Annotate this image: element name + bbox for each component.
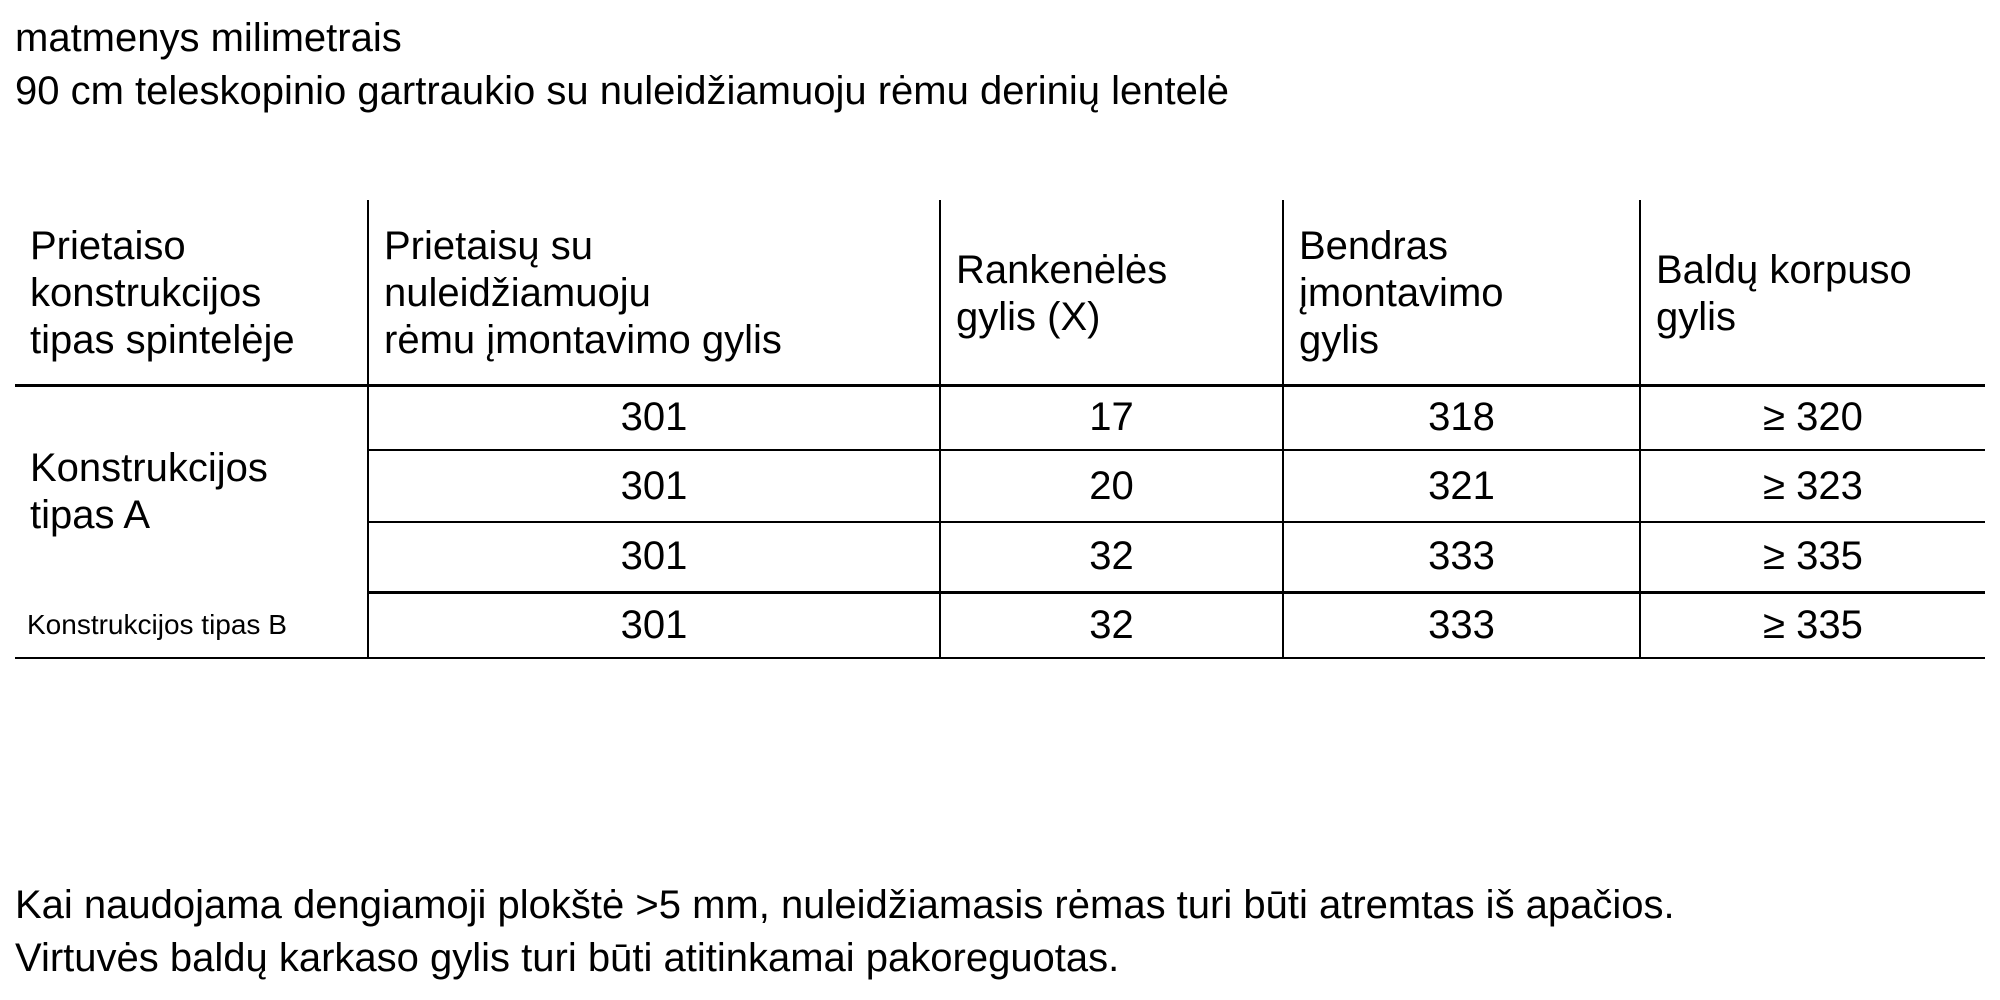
header-line: nuleidžiamuoju [384, 271, 651, 316]
header-line: gylis [1299, 318, 1380, 363]
cell-handle-depth: 32 [939, 592, 1283, 659]
cell-cabinet-depth: ≥ 335 [1639, 592, 1985, 659]
header-line: Prietaiso [30, 224, 186, 269]
table-row-type-a-2: 301 20 321 ≥ 323 [15, 450, 1985, 523]
header-line: konstrukcijos [30, 271, 262, 316]
col-header-total-installation-depth: Bendras įmontavimo gylis [1282, 200, 1640, 387]
row-group-label-type-a: Konstrukcijos tipas A [30, 446, 268, 538]
cell-installation-depth: 301 [367, 385, 940, 451]
footnote-line-1: Kai naudojama dengiamoji plokštė >5 mm, … [15, 883, 1675, 927]
header-line: Baldų korpuso [1656, 247, 1912, 292]
cell-cabinet-depth: ≥ 335 [1639, 522, 1985, 594]
document-page: matmenys milimetrais 90 cm teleskopinio … [0, 12, 2000, 1000]
header-line: įmontavimo [1299, 271, 1504, 316]
table-row-type-a-1: Konstrukcijos tipas A 301 17 318 ≥ 320 [15, 385, 1985, 537]
cell-cabinet-depth: ≥ 323 [1639, 450, 1985, 523]
combination-table: Prietaiso konstrukcijos tipas spintelėje… [15, 200, 1985, 659]
cell-cabinet-depth: ≥ 320 [1639, 385, 1985, 451]
cell-handle-depth: 32 [939, 522, 1283, 594]
header-line: Bendras [1299, 224, 1448, 269]
cell-total-depth: 318 [1282, 385, 1640, 451]
table-header-row: Prietaiso konstrukcijos tipas spintelėje… [15, 200, 1985, 387]
cell-installation-depth: 301 [367, 522, 940, 594]
header-line: gylis [1656, 294, 1737, 339]
footnote-line-2: Virtuvės baldų karkaso gylis turi būti a… [15, 936, 1120, 980]
cell-handle-depth: 20 [939, 450, 1283, 523]
col-header-handle-depth: Rankenėlės gylis (X) [939, 200, 1283, 387]
cell-total-depth: 333 [1282, 522, 1640, 594]
page-header: matmenys milimetrais 90 cm teleskopinio … [15, 12, 2000, 118]
header-line: rėmu įmontavimo gylis [384, 318, 782, 363]
header-line: tipas spintelėje [30, 318, 295, 363]
cell-total-depth: 321 [1282, 450, 1640, 523]
units-note: matmenys milimetrais [15, 16, 402, 60]
header-line: Rankenėlės [956, 247, 1168, 292]
footnote: Kai naudojama dengiamoji plokštė >5 mm, … [15, 879, 2000, 985]
col-header-device-construction-type: Prietaiso konstrukcijos tipas spintelėje [15, 200, 368, 387]
cell-total-depth: 333 [1282, 592, 1640, 659]
table-row-type-b: Konstrukcijos tipas B 301 32 333 ≥ 335 [15, 592, 1985, 659]
page-title: 90 cm teleskopinio gartraukio su nuleidž… [15, 69, 1230, 113]
header-line: gylis (X) [956, 294, 1101, 339]
cell-handle-depth: 17 [939, 385, 1283, 451]
col-header-installation-depth-with-frame: Prietaisų su nuleidžiamuoju rėmu įmontav… [367, 200, 940, 387]
row-group-label-type-b: Konstrukcijos tipas B [15, 592, 368, 659]
col-header-cabinet-depth: Baldų korpuso gylis [1639, 200, 1985, 387]
cell-installation-depth: 301 [367, 592, 940, 659]
cell-installation-depth: 301 [367, 450, 940, 523]
header-line: Prietaisų su [384, 224, 593, 269]
table-row-type-a-3: 301 32 333 ≥ 335 [15, 522, 1985, 594]
